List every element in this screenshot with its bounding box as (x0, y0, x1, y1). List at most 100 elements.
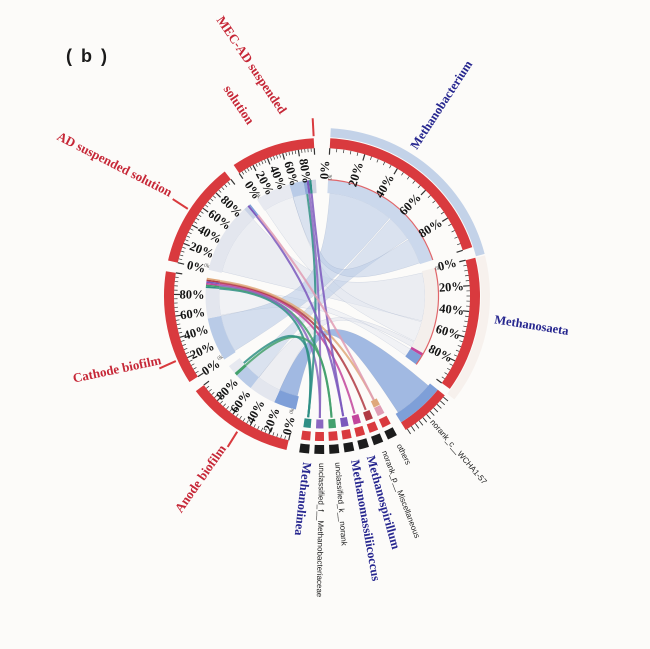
tick (432, 200, 436, 204)
tick (273, 156, 276, 160)
tick (417, 185, 421, 189)
tick (205, 204, 209, 208)
axis-arc-norank_c (400, 389, 445, 430)
inner-band-mecad (303, 180, 309, 195)
tick (253, 424, 256, 428)
tick (456, 243, 461, 246)
tick (444, 372, 448, 375)
tick (215, 192, 221, 198)
axis-unit-mark: 0k (217, 354, 225, 362)
dense-tick (422, 417, 428, 423)
tick-label: 80% (426, 342, 455, 366)
tick-label: 0% (436, 256, 458, 274)
inner-band-cathode (206, 282, 220, 286)
inner-band-anode (228, 357, 245, 374)
dense-tick (436, 404, 442, 409)
tick (179, 254, 184, 257)
tick (261, 427, 264, 432)
tick (285, 152, 287, 156)
tick (264, 429, 267, 433)
identity-band-methanomassiliicoccus (343, 441, 355, 453)
tick (177, 327, 182, 330)
segment-label-others: others (395, 442, 413, 466)
segment-label-mecad: solution (221, 82, 259, 128)
strand-12 (243, 334, 312, 418)
inner-band-mecad (256, 184, 294, 211)
tick (349, 150, 352, 155)
tick (242, 418, 246, 422)
tick (235, 413, 239, 417)
inner-band-anode (236, 366, 259, 389)
segment-label-mecad: MEC-AD suspended (214, 13, 291, 117)
tick (462, 330, 466, 333)
tick (412, 180, 416, 184)
inner-band-cathode (206, 279, 221, 283)
tick (451, 230, 455, 233)
tick (441, 217, 449, 222)
tick (244, 169, 247, 174)
tick-label: 80% (296, 158, 314, 185)
tick (436, 205, 440, 209)
inner-band-anode (250, 377, 280, 403)
tick (188, 232, 192, 235)
tick (427, 195, 431, 199)
inner-band-methanosaeta (411, 267, 439, 354)
tick-label: 80% (416, 216, 445, 241)
tick (175, 272, 183, 275)
dense-tick (429, 410, 435, 416)
tick (182, 246, 186, 249)
value-band-others (373, 404, 385, 417)
tick (436, 378, 443, 384)
axis-unit-mark: 0k (203, 263, 210, 270)
tick (420, 189, 426, 196)
strand-11 (244, 335, 333, 418)
tick-label: 60% (179, 305, 206, 322)
tick (463, 264, 467, 267)
strand-2 (219, 284, 321, 418)
tick (226, 406, 229, 410)
segment-label-methanosaeta: Methanosaeta (493, 312, 570, 338)
tick (224, 184, 228, 188)
label-callout-mecad (311, 118, 315, 137)
tick (389, 164, 392, 169)
inner-band-cathode (205, 287, 221, 319)
tick (191, 224, 199, 229)
inner-band-anode (274, 389, 299, 410)
tick (376, 158, 379, 163)
tick (455, 349, 460, 352)
inner-band-cathode (205, 284, 220, 288)
tick (266, 158, 271, 165)
tick (291, 150, 294, 155)
axis-arc-methanomassiliicoccus (341, 429, 352, 440)
tick (463, 325, 467, 328)
tick (268, 427, 272, 435)
inner-band-cathode (206, 277, 221, 282)
tick (197, 372, 204, 378)
axis-arc-methanospirillum (354, 425, 366, 437)
tick (183, 348, 188, 350)
inner-band-cathode (205, 286, 220, 289)
tick (216, 395, 223, 402)
tick (210, 198, 214, 202)
tick (218, 189, 222, 193)
tick-label: 80% (179, 288, 204, 302)
segment-label-cathode: Cathode biofilm (71, 352, 162, 385)
value-band-methanospirillum (351, 414, 361, 425)
tick (252, 164, 257, 172)
inner-band-ad (249, 204, 259, 216)
tick (457, 334, 465, 338)
segment-label-unclassified_k: unclassified_k__norank (333, 462, 349, 547)
tick (270, 157, 273, 161)
tick (184, 239, 189, 242)
dense-tick (418, 420, 424, 426)
identity-band-others (384, 427, 397, 440)
tick (239, 415, 242, 420)
tick (187, 354, 194, 359)
tick-label: 40% (182, 322, 210, 342)
tick (198, 214, 202, 218)
tick (176, 323, 181, 325)
identity-band-methanolinea (299, 443, 310, 454)
tick (175, 319, 180, 321)
ribbon-1 (264, 196, 423, 342)
tick (464, 320, 468, 323)
